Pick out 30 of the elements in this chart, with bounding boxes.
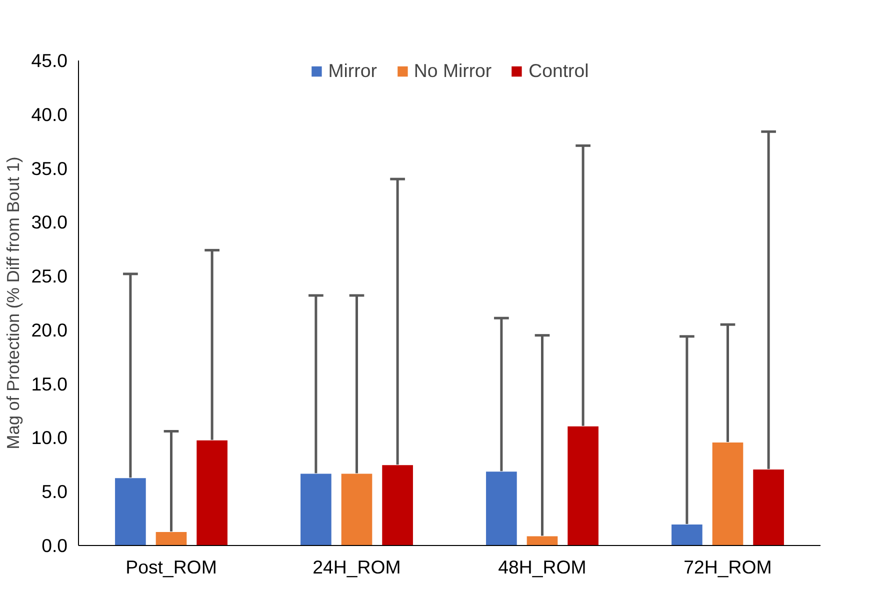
y-tick-label: 0.0 [42,535,68,556]
y-tick-label: 15.0 [31,373,68,394]
legend-label: Mirror [328,60,377,82]
bar [196,439,228,546]
bar [711,442,744,546]
bar [566,425,600,546]
bar [526,535,559,546]
y-tick-label: 25.0 [31,266,68,287]
y-tick-label: 5.0 [42,481,68,502]
y-tick-label: 35.0 [31,158,68,179]
bar [114,477,147,546]
x-tick-label: 72H_ROM [684,556,772,578]
bar [670,523,704,546]
bar [154,530,188,546]
x-tick-label: 24H_ROM [312,556,401,578]
y-tick-label: 10.0 [31,427,68,448]
legend-label: No Mirror [414,60,492,82]
x-tick-label: Post_ROM [126,556,217,578]
x-tick-label: 48H_ROM [498,556,586,578]
y-tick-label: 20.0 [31,319,68,340]
legend-label: Control [528,60,589,82]
bar [381,464,414,546]
y-tick-label: 30.0 [31,212,68,233]
bar [485,470,518,546]
y-axis-title: Mag of Protection (% Diff from Bout 1) [3,156,24,450]
y-tick-label: 40.0 [31,104,68,125]
bar [752,468,785,546]
y-tick-label: 45.0 [31,50,68,71]
bar [300,472,332,546]
bar [340,472,374,546]
